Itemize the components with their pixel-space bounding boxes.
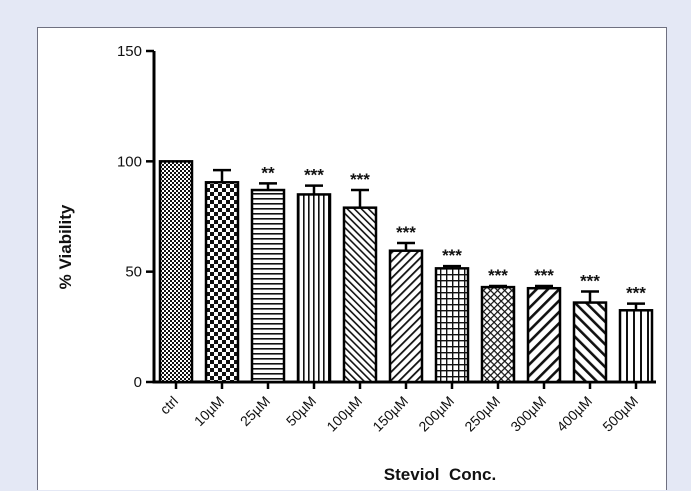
- y-tick-label: 50: [125, 264, 142, 281]
- bar-9: [572, 301, 608, 384]
- y-axis: 0 50 100 150: [117, 43, 156, 391]
- bar-chart: 0 50 100 150 ctrl 10µM 25µM 50µM 100µM 150µM 200µ…: [56, 43, 656, 484]
- bar-4: [342, 206, 378, 384]
- bar-2: [250, 188, 286, 384]
- bar-3: [296, 193, 332, 384]
- bar-6: [434, 267, 470, 384]
- bar-5: [388, 249, 424, 384]
- x-tick-label: 200µM: [415, 393, 457, 435]
- x-tick-label: 50µM: [283, 393, 319, 429]
- y-tick-label: 100: [117, 153, 142, 170]
- x-axis-title: Steviol Conc.: [384, 465, 496, 484]
- y-tick-label: 0: [134, 374, 142, 391]
- significance-marker: ***: [580, 272, 600, 291]
- bar-10: [618, 309, 654, 384]
- significance-marker: ***: [442, 246, 462, 265]
- bar-1: [204, 181, 240, 384]
- chart-panel: 0 50 100 150 ctrl 10µM 25µM 50µM 100µM 150µM 200µ…: [37, 27, 667, 490]
- significance-marker: **: [261, 163, 275, 182]
- significance-marker: ***: [304, 166, 324, 185]
- x-tick-label: 10µM: [191, 393, 227, 429]
- y-tick-label: 150: [117, 43, 142, 60]
- bar-8: [526, 286, 562, 384]
- significance-marker: ***: [626, 284, 646, 303]
- x-tick-label: 300µM: [507, 393, 549, 435]
- x-tick-label: 100µM: [323, 393, 365, 435]
- significance-marker: ***: [534, 266, 554, 285]
- x-tick-label: 250µM: [461, 393, 503, 435]
- x-tick-label: 500µM: [599, 393, 641, 435]
- significance-marker: ***: [396, 223, 416, 242]
- x-axis: ctrl 10µM 25µM 50µM 100µM 150µM 200µM 250µM 300µ…: [152, 380, 656, 435]
- bar-7: [480, 285, 516, 384]
- y-axis-title: % Viability: [56, 204, 75, 289]
- x-tick-label: 150µM: [369, 393, 411, 435]
- x-tick-label: 400µM: [553, 393, 595, 435]
- x-tick-label: 25µM: [237, 393, 273, 429]
- significance-marker: ***: [350, 170, 370, 189]
- x-tick-label: ctrl: [157, 393, 182, 418]
- bars: ** *** ************ *** ******: [158, 160, 654, 384]
- bar-0: [158, 160, 194, 384]
- significance-marker: ***: [488, 266, 508, 285]
